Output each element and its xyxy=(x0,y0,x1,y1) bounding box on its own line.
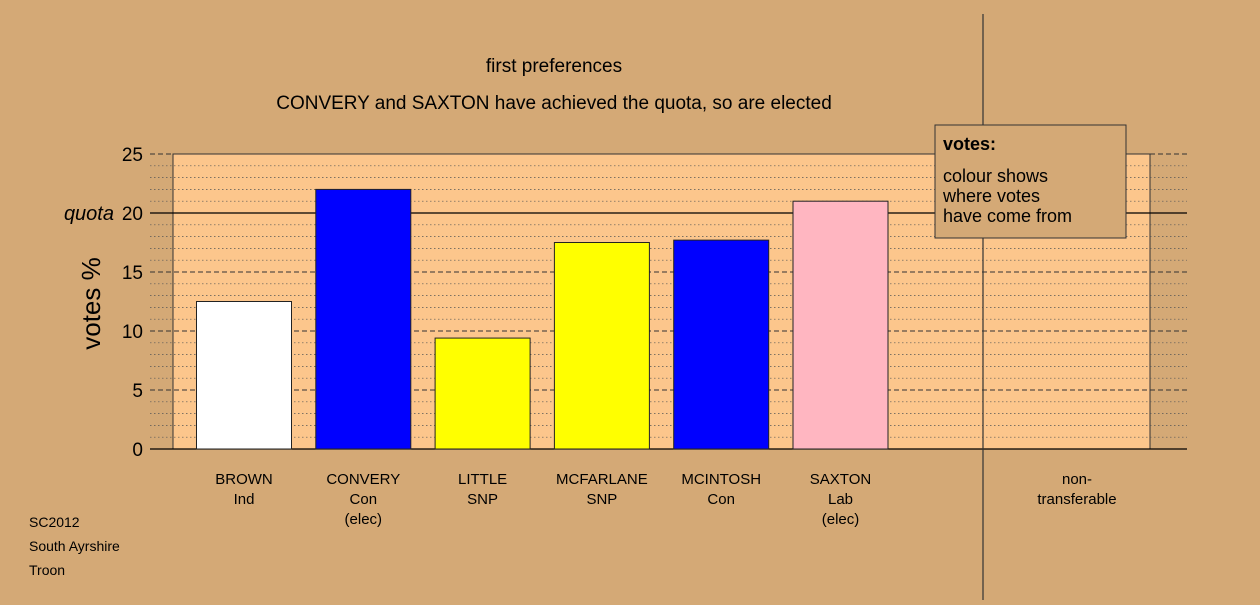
bar-saxton xyxy=(792,200,889,450)
category-label: Ind xyxy=(234,491,255,508)
category-label: Con xyxy=(350,491,378,508)
legend-line: where votes xyxy=(942,186,1040,206)
category-label: SAXTON xyxy=(810,471,871,488)
legend-line: colour shows xyxy=(943,166,1048,186)
bar-mcintosh xyxy=(673,239,770,450)
y-axis-label: votes % xyxy=(76,257,106,350)
y-tick-label: 20 xyxy=(122,204,143,225)
bar-little xyxy=(434,337,531,450)
legend-line: have come from xyxy=(943,206,1072,226)
chart-title: first preferences xyxy=(486,56,622,77)
category-label: BROWN xyxy=(215,471,273,488)
y-tick-label: 25 xyxy=(122,145,143,166)
category-label: Lab xyxy=(828,491,853,508)
category-label: MCFARLANE xyxy=(556,471,648,488)
bar-brown xyxy=(196,301,292,450)
category-label: CONVERY xyxy=(326,471,400,488)
footer-line: South Ayrshire xyxy=(29,538,120,554)
footer-line: Troon xyxy=(29,562,65,578)
category-label: Con xyxy=(707,491,735,508)
y-tick-label: 5 xyxy=(132,381,143,402)
non-transferable-label: transferable xyxy=(1037,491,1116,508)
category-label: (elec) xyxy=(822,511,860,528)
quota-label: quota xyxy=(64,203,114,225)
legend-box xyxy=(934,124,1127,239)
bar-convery xyxy=(315,188,412,450)
y-tick-label: 10 xyxy=(122,322,143,343)
category-label: MCINTOSH xyxy=(681,471,761,488)
y-tick-label: 15 xyxy=(122,263,143,284)
category-label: SNP xyxy=(586,491,617,508)
category-label: SNP xyxy=(467,491,498,508)
footer-line: SC2012 xyxy=(29,514,80,530)
chart-subtitle: CONVERY and SAXTON have achieved the quo… xyxy=(276,93,832,114)
y-tick-label: 0 xyxy=(132,440,143,461)
bar-mcfarlane xyxy=(553,242,650,450)
category-label: (elec) xyxy=(345,511,383,528)
category-label: LITTLE xyxy=(458,471,507,488)
legend-title: votes: xyxy=(943,134,996,154)
non-transferable-label: non- xyxy=(1062,471,1092,488)
